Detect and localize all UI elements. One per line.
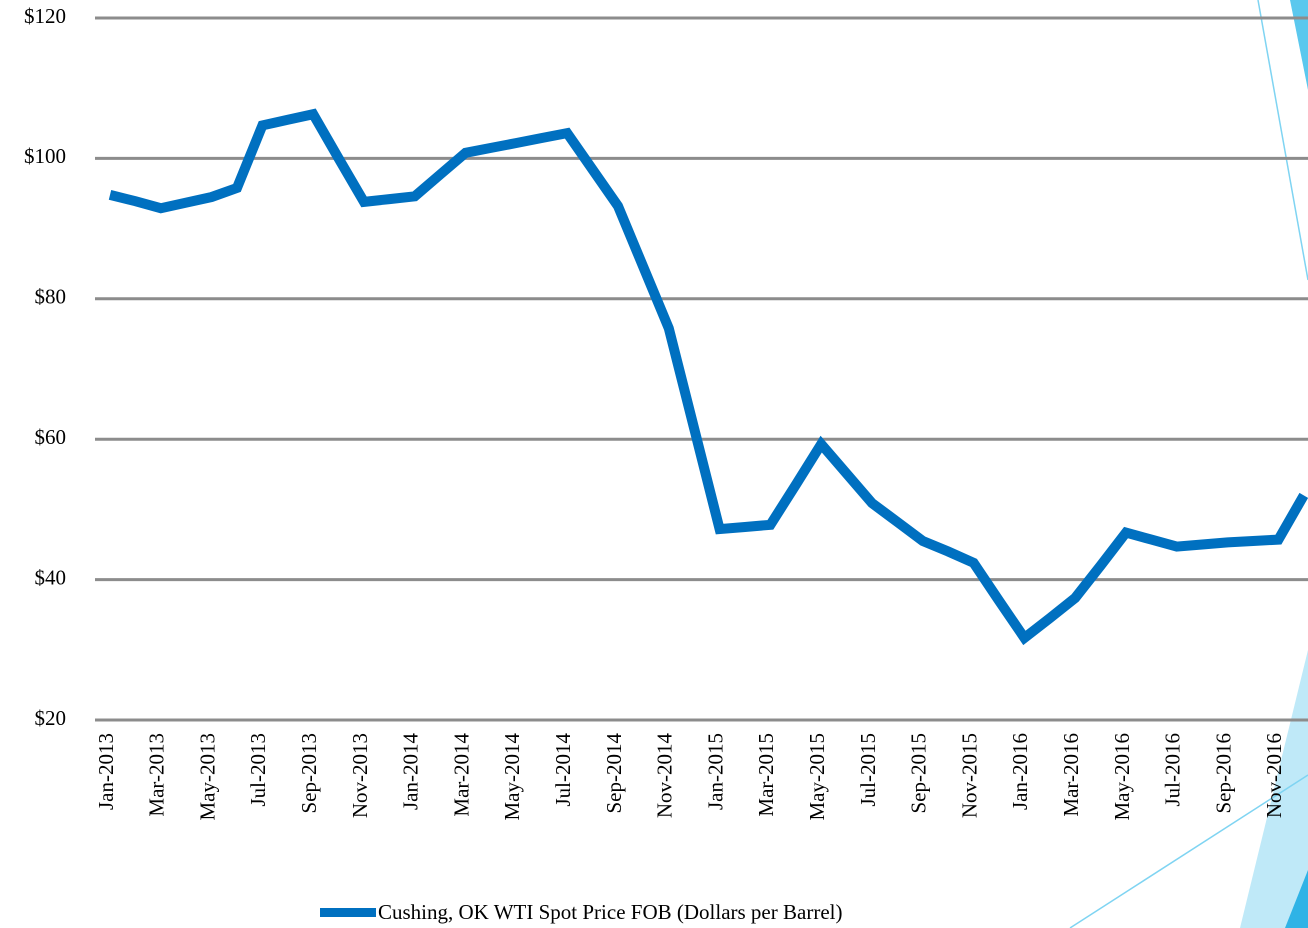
x-tick-label: Mar-2014 <box>449 733 473 817</box>
data-line <box>108 108 1308 646</box>
decor-shape <box>1285 870 1308 928</box>
y-tick-label: $20 <box>35 706 67 730</box>
x-tick-label: Jan-2014 <box>399 733 423 810</box>
y-tick-label: $60 <box>35 425 67 449</box>
legend-swatch <box>320 908 376 917</box>
x-tick-label: May-2013 <box>195 733 219 821</box>
x-tick-label: Sep-2015 <box>907 733 931 814</box>
x-tick-label: Jul-2014 <box>551 733 575 807</box>
x-tick-label: Jul-2016 <box>1161 733 1185 807</box>
x-tick-label: May-2016 <box>1110 733 1134 821</box>
x-tick-label: Nov-2014 <box>653 733 677 819</box>
x-tick-label: Nov-2013 <box>348 733 372 818</box>
decor-line <box>1257 0 1308 281</box>
x-tick-label: Mar-2016 <box>1059 733 1083 817</box>
x-tick-label: Sep-2014 <box>602 733 626 814</box>
x-tick-label: Jul-2015 <box>856 733 880 807</box>
y-tick-label: $80 <box>35 285 67 309</box>
x-tick-label: Sep-2013 <box>297 733 321 814</box>
x-tick-label: Sep-2016 <box>1211 733 1235 814</box>
x-tick-label: Jan-2016 <box>1008 733 1032 810</box>
y-tick-label: $120 <box>24 4 66 28</box>
x-tick-label: Jan-2015 <box>703 733 727 810</box>
x-tick-label: Jul-2013 <box>246 733 270 807</box>
decor-line <box>1069 774 1308 928</box>
x-tick-label: Nov-2015 <box>957 733 981 818</box>
y-tick-label: $100 <box>24 144 66 168</box>
x-tick-label: May-2014 <box>500 733 524 821</box>
x-tick-label: May-2015 <box>805 733 829 821</box>
x-tick-label: Jan-2013 <box>94 733 118 810</box>
x-tick-label: Mar-2015 <box>754 733 778 817</box>
legend-label: Cushing, OK WTI Spot Price FOB (Dollars … <box>378 900 842 924</box>
x-tick-label: Nov-2016 <box>1262 733 1286 818</box>
x-tick-label: Mar-2013 <box>145 733 169 817</box>
decor-shape <box>1290 0 1308 90</box>
y-tick-label: $40 <box>35 565 67 589</box>
